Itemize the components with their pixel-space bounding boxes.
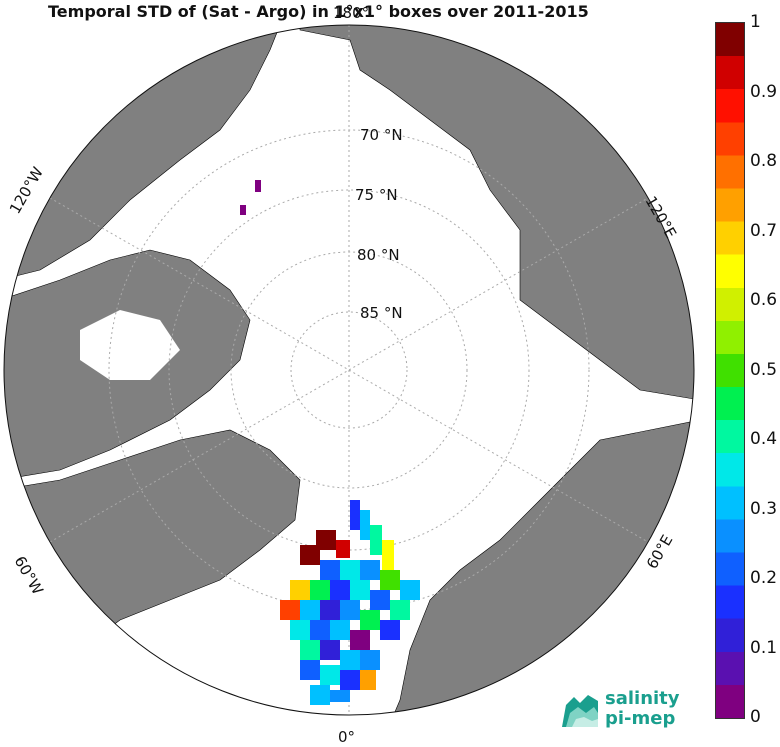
colorbar-tick-0.1: 0.1	[750, 637, 778, 658]
colorbar-tick-1: 1	[750, 12, 761, 32]
logo-line1: salinity	[605, 688, 680, 709]
salinity-logo-icon	[562, 695, 598, 727]
colorbar	[715, 22, 745, 719]
colorbar-tick-0.8: 0.8	[750, 151, 778, 171]
data-boxes	[240, 180, 420, 705]
colorbar-tick-0.4: 0.4	[750, 429, 778, 449]
colorbar-tick-0.6: 0.6	[750, 290, 778, 310]
lon-label-bottom: 0°	[338, 728, 355, 746]
colorbar-tick-0.5: 0.5	[750, 359, 778, 380]
colorbar-tick-0.3: 0.3	[750, 498, 778, 519]
lat-label-70: 70 °N	[360, 126, 403, 144]
colorbar-tick-0.2: 0.2	[750, 568, 778, 588]
lon-label-60w: 60°W	[11, 553, 47, 598]
lat-label-80: 80 °N	[357, 246, 400, 264]
lon-label-120w: 120°W	[6, 164, 47, 217]
map-frame	[3, 24, 695, 716]
logo-line2: pi-mep	[605, 708, 676, 729]
ice-archipelago	[80, 310, 180, 380]
colorbar-tick-0.9: 0.9	[750, 81, 778, 102]
lat-label-75: 75 °N	[355, 186, 398, 204]
map-title: Temporal STD of (Sat - Argo) in 1°x1° bo…	[48, 2, 589, 21]
polar-map: 70 °N 75 °N 80 °N 85 °N 180° 0° 120°W 60…	[3, 4, 695, 746]
lat-label-85: 85 °N	[360, 304, 403, 322]
colorbar-tick-0.7: 0.7	[750, 220, 778, 241]
lon-label-top: 180°	[333, 4, 369, 22]
colorbar-tick-0: 0	[750, 707, 761, 727]
ice-coast	[250, 120, 400, 220]
